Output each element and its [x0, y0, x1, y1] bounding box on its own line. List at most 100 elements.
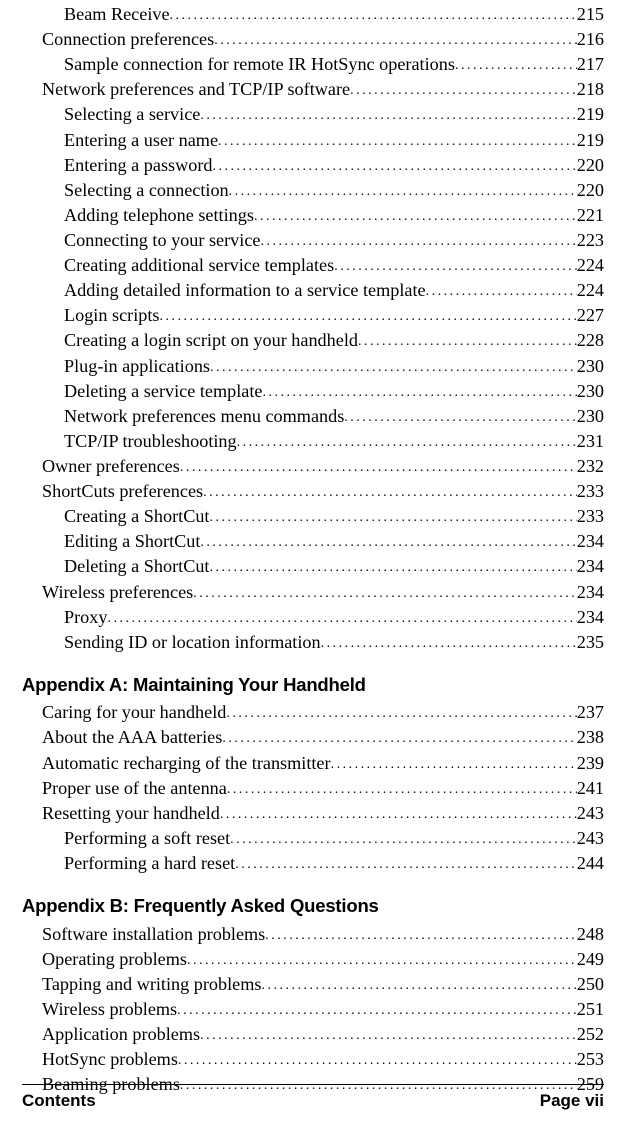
toc-entry: Resetting your handheld243 — [22, 801, 604, 826]
page-footer: Contents Page vii — [22, 1084, 604, 1112]
toc-entry-page: 219 — [577, 102, 604, 127]
toc-entry-label: Entering a user name — [64, 128, 218, 153]
toc-entry-label: Sample connection for remote IR HotSync … — [64, 52, 455, 77]
toc-entry-page: 251 — [577, 997, 604, 1022]
toc-entry-label: ShortCuts preferences — [42, 479, 203, 504]
toc-entry: About the AAA batteries238 — [22, 725, 604, 750]
toc-entry-label: Proxy — [64, 605, 107, 630]
toc-dot-leader — [334, 257, 577, 276]
toc-dot-leader — [159, 307, 576, 326]
toc-entry-page: 220 — [577, 153, 604, 178]
toc-entry-page: 234 — [577, 529, 604, 554]
toc-entry: Editing a ShortCut234 — [22, 529, 604, 554]
toc-dot-leader — [261, 976, 576, 995]
toc-dot-leader — [227, 780, 577, 799]
toc-entry-label: Owner preferences — [42, 454, 180, 479]
toc-entry: Automatic recharging of the transmitter2… — [22, 751, 604, 776]
toc-entry-page: 235 — [577, 630, 604, 655]
toc-dot-leader — [262, 383, 576, 402]
toc-entry-label: Creating a ShortCut — [64, 504, 209, 529]
toc-entry-label: Deleting a service template — [64, 379, 262, 404]
section-heading: Appendix A: Maintaining Your Handheld — [22, 672, 604, 698]
toc-dot-leader — [170, 6, 577, 25]
toc-entry-label: Application problems — [42, 1022, 200, 1047]
toc-entry-page: 230 — [577, 379, 604, 404]
toc-entry: Network preferences menu commands 230 — [22, 404, 604, 429]
toc-entry-page: 219 — [577, 128, 604, 153]
toc-entry-page: 224 — [577, 253, 604, 278]
toc-dot-leader — [193, 584, 576, 603]
toc-entry-label: Entering a password — [64, 153, 213, 178]
toc-entry-label: Selecting a connection — [64, 178, 229, 203]
toc-entry-page: 244 — [577, 851, 604, 876]
toc-entry: Performing a hard reset 244 — [22, 851, 604, 876]
toc-dot-leader — [229, 182, 577, 201]
toc-entry: Wireless problems 251 — [22, 997, 604, 1022]
toc-entry-label: Wireless problems — [42, 997, 177, 1022]
toc-dot-leader — [177, 1001, 577, 1020]
toc-entry: Network preferences and TCP/IP software2… — [22, 77, 604, 102]
toc-entry: Selecting a service 219 — [22, 102, 604, 127]
toc-entry-label: Plug-in applications — [64, 354, 210, 379]
toc-dot-leader — [203, 483, 577, 502]
toc-entry-page: 233 — [577, 504, 604, 529]
toc-entry: Operating problems249 — [22, 947, 604, 972]
toc-dot-leader — [200, 1026, 577, 1045]
toc-dot-leader — [331, 755, 577, 774]
toc-entry-page: 215 — [577, 2, 604, 27]
toc-entry: Tapping and writing problems250 — [22, 972, 604, 997]
toc-entry-label: Software installation problems — [42, 922, 265, 947]
toc-entry: Performing a soft reset243 — [22, 826, 604, 851]
toc-entry: TCP/IP troubleshooting231 — [22, 429, 604, 454]
toc-dot-leader — [220, 805, 577, 824]
toc-entry-page: 234 — [577, 605, 604, 630]
toc-entry-page: 239 — [577, 751, 604, 776]
toc-entry-label: Connection preferences — [42, 27, 214, 52]
toc-entry-label: Connecting to your service — [64, 228, 260, 253]
toc-entry-label: Performing a hard reset — [64, 851, 235, 876]
toc-entry-label: Creating a login script on your handheld — [64, 328, 358, 353]
toc-entry: Creating a ShortCut 233 — [22, 504, 604, 529]
toc-entry-label: Beam Receive — [64, 2, 170, 27]
toc-dot-leader — [265, 926, 576, 945]
toc-entry-label: Adding detailed information to a service… — [64, 278, 426, 303]
toc-entry: Selecting a connection220 — [22, 178, 604, 203]
toc-entry-page: 230 — [577, 404, 604, 429]
toc-entry: Creating a login script on your handheld… — [22, 328, 604, 353]
toc-dot-leader — [178, 1051, 577, 1070]
toc-entry: Connecting to your service223 — [22, 228, 604, 253]
toc-entry-page: 252 — [577, 1022, 604, 1047]
toc-entry-label: Login scripts — [64, 303, 159, 328]
toc-entry-label: Performing a soft reset — [64, 826, 230, 851]
toc-entry-page: 224 — [577, 278, 604, 303]
toc-dot-leader — [254, 207, 577, 226]
toc-dot-leader — [222, 729, 576, 748]
toc-entry: Beam Receive 215 — [22, 2, 604, 27]
toc-dot-leader — [180, 458, 577, 477]
toc-entry: Entering a password 220 — [22, 153, 604, 178]
toc-entry: HotSync problems253 — [22, 1047, 604, 1072]
toc-entry: Owner preferences232 — [22, 454, 604, 479]
section-heading: Appendix B: Frequently Asked Questions — [22, 893, 604, 919]
toc-dot-leader — [237, 433, 577, 452]
toc-dot-leader — [200, 533, 576, 552]
toc-entry-page: 233 — [577, 479, 604, 504]
toc-entry: Application problems 252 — [22, 1022, 604, 1047]
toc-entry-page: 216 — [577, 27, 604, 52]
toc-entry: Adding detailed information to a service… — [22, 278, 604, 303]
toc-entry-label: Network preferences menu commands — [64, 404, 344, 429]
toc-entry-label: Selecting a service — [64, 102, 200, 127]
toc-entry: Plug-in applications230 — [22, 354, 604, 379]
toc-entry: Proper use of the antenna241 — [22, 776, 604, 801]
toc-entry-page: 221 — [577, 203, 604, 228]
toc-dot-leader — [209, 508, 576, 527]
toc-entry-page: 243 — [577, 801, 604, 826]
toc-entry: Connection preferences 216 — [22, 27, 604, 52]
toc-entry: Proxy 234 — [22, 605, 604, 630]
toc-entry-label: Tapping and writing problems — [42, 972, 261, 997]
toc-entry-label: Creating additional service templates — [64, 253, 334, 278]
toc-entry-label: Caring for your handheld — [42, 700, 226, 725]
toc-entry: Deleting a ShortCut234 — [22, 554, 604, 579]
toc-dot-leader — [210, 358, 577, 377]
toc-entry-page: 249 — [577, 947, 604, 972]
